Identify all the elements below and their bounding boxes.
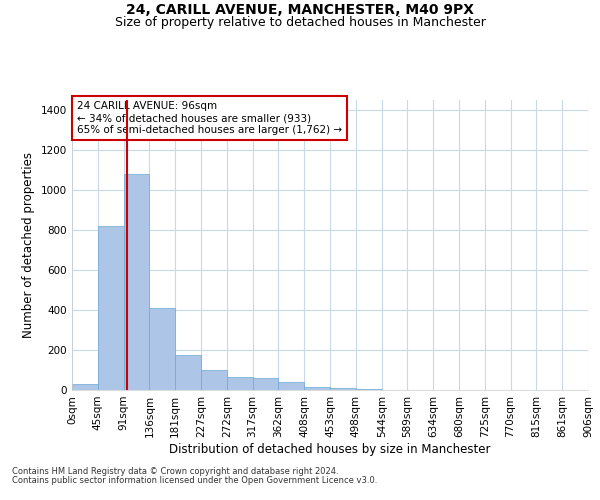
Text: Contains HM Land Registry data © Crown copyright and database right 2024.: Contains HM Land Registry data © Crown c… xyxy=(12,468,338,476)
Bar xyxy=(72,384,98,390)
Bar xyxy=(330,388,356,390)
Text: Contains public sector information licensed under the Open Government Licence v3: Contains public sector information licen… xyxy=(12,476,377,485)
Text: Size of property relative to detached houses in Manchester: Size of property relative to detached ho… xyxy=(115,16,485,29)
Y-axis label: Number of detached properties: Number of detached properties xyxy=(22,152,35,338)
Text: Distribution of detached houses by size in Manchester: Distribution of detached houses by size … xyxy=(169,442,491,456)
Bar xyxy=(253,378,278,390)
Bar xyxy=(201,370,227,390)
Bar xyxy=(356,389,382,390)
Bar xyxy=(124,174,149,390)
Bar xyxy=(149,308,175,390)
Text: 24 CARILL AVENUE: 96sqm
← 34% of detached houses are smaller (933)
65% of semi-d: 24 CARILL AVENUE: 96sqm ← 34% of detache… xyxy=(77,102,342,134)
Bar xyxy=(304,387,330,390)
Bar xyxy=(227,377,253,390)
Bar xyxy=(278,382,304,390)
Bar xyxy=(98,226,124,390)
Bar xyxy=(175,355,201,390)
Text: 24, CARILL AVENUE, MANCHESTER, M40 9PX: 24, CARILL AVENUE, MANCHESTER, M40 9PX xyxy=(126,2,474,16)
